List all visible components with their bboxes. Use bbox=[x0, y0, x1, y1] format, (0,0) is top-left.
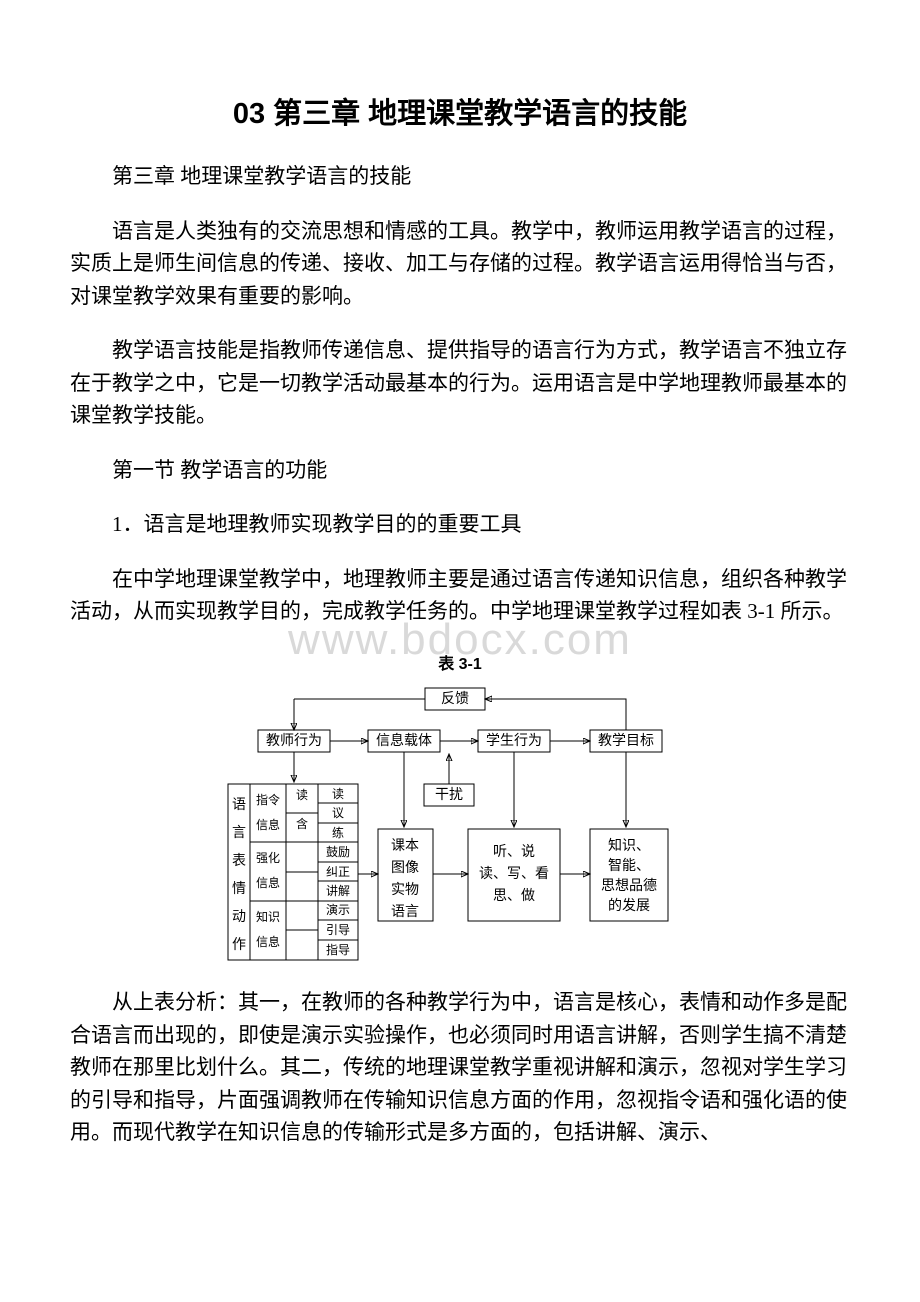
node-info-carrier: 信息载体 bbox=[376, 732, 432, 749]
paragraph-7: 从上表分析：其一，在教师的各种教学行为中，语言是核心，表情和动作多是配合语言而出… bbox=[70, 986, 850, 1149]
svg-text:纠正: 纠正 bbox=[326, 865, 350, 879]
svg-text:指令: 指令 bbox=[256, 792, 280, 807]
svg-text:练: 练 bbox=[332, 825, 344, 840]
node-feedback: 反馈 bbox=[441, 691, 469, 707]
page-title: 03 第三章 地理课堂教学语言的技能 bbox=[70, 90, 850, 132]
paragraph-5: 1．语言是地理教师实现教学目的的重要工具 bbox=[70, 508, 850, 541]
svg-text:读、写、看: 读、写、看 bbox=[479, 865, 549, 882]
svg-text:含: 含 bbox=[296, 816, 308, 831]
svg-text:思想品德: 思想品德 bbox=[601, 878, 657, 894]
paragraph-1: 第三章 地理课堂教学语言的技能 bbox=[70, 160, 850, 193]
svg-text:信息: 信息 bbox=[256, 875, 280, 890]
node-teach-goal: 教学目标 bbox=[598, 733, 654, 749]
svg-text:讲解: 讲解 bbox=[326, 883, 350, 898]
document-content: 03 第三章 地理课堂教学语言的技能 第三章 地理课堂教学语言的技能 语言是人类… bbox=[70, 90, 850, 1149]
svg-text:语: 语 bbox=[232, 797, 246, 813]
svg-text:语言: 语言 bbox=[391, 904, 419, 920]
svg-text:信息: 信息 bbox=[256, 817, 280, 832]
paragraph-4: 第一节 教学语言的功能 bbox=[70, 454, 850, 487]
svg-text:听、说: 听、说 bbox=[493, 844, 535, 860]
svg-text:引导: 引导 bbox=[326, 923, 350, 937]
svg-text:图像: 图像 bbox=[391, 860, 419, 876]
svg-text:知识: 知识 bbox=[256, 910, 280, 924]
diagram-container: 表 3-1 反馈 教师行为 信息载体 学生行为 教学目标 干扰 bbox=[70, 650, 850, 964]
svg-text:思、做: 思、做 bbox=[493, 888, 535, 904]
svg-text:信息: 信息 bbox=[256, 934, 280, 949]
svg-text:智能、: 智能、 bbox=[608, 858, 650, 874]
svg-text:动: 动 bbox=[232, 909, 246, 925]
svg-text:读: 读 bbox=[332, 787, 344, 801]
diagram-caption: 表 3-1 bbox=[70, 650, 850, 674]
svg-text:读: 读 bbox=[296, 788, 308, 802]
svg-text:鼓励: 鼓励 bbox=[326, 845, 350, 859]
paragraph-2: 语言是人类独有的交流思想和情感的工具。教学中，教师运用教学语言的过程，实质上是师… bbox=[70, 215, 850, 313]
svg-text:情: 情 bbox=[232, 881, 246, 897]
node-teacher-behavior: 教师行为 bbox=[266, 733, 322, 749]
flowchart-diagram: 反馈 教师行为 信息载体 学生行为 教学目标 干扰 bbox=[200, 684, 720, 964]
svg-text:演示: 演示 bbox=[326, 902, 350, 917]
svg-text:议: 议 bbox=[332, 806, 344, 820]
svg-text:强化: 强化 bbox=[256, 851, 280, 865]
svg-text:实物: 实物 bbox=[391, 882, 419, 898]
svg-text:知识、: 知识、 bbox=[608, 837, 650, 854]
svg-text:表: 表 bbox=[232, 853, 246, 869]
svg-text:指导: 指导 bbox=[326, 942, 350, 957]
node-interference: 干扰 bbox=[435, 787, 463, 803]
svg-text:课本: 课本 bbox=[391, 838, 419, 854]
svg-text:言: 言 bbox=[232, 825, 246, 841]
node-student-behavior: 学生行为 bbox=[486, 733, 542, 749]
paragraph-6: 在中学地理课堂教学中，地理教师主要是通过语言传递知识信息，组织各种教学活动，从而… bbox=[70, 563, 850, 628]
svg-text:的发展: 的发展 bbox=[608, 898, 650, 914]
svg-text:作: 作 bbox=[232, 937, 246, 953]
paragraph-3: 教学语言技能是指教师传递信息、提供指导的语言行为方式，教学语言不独立存在于教学之… bbox=[70, 334, 850, 432]
